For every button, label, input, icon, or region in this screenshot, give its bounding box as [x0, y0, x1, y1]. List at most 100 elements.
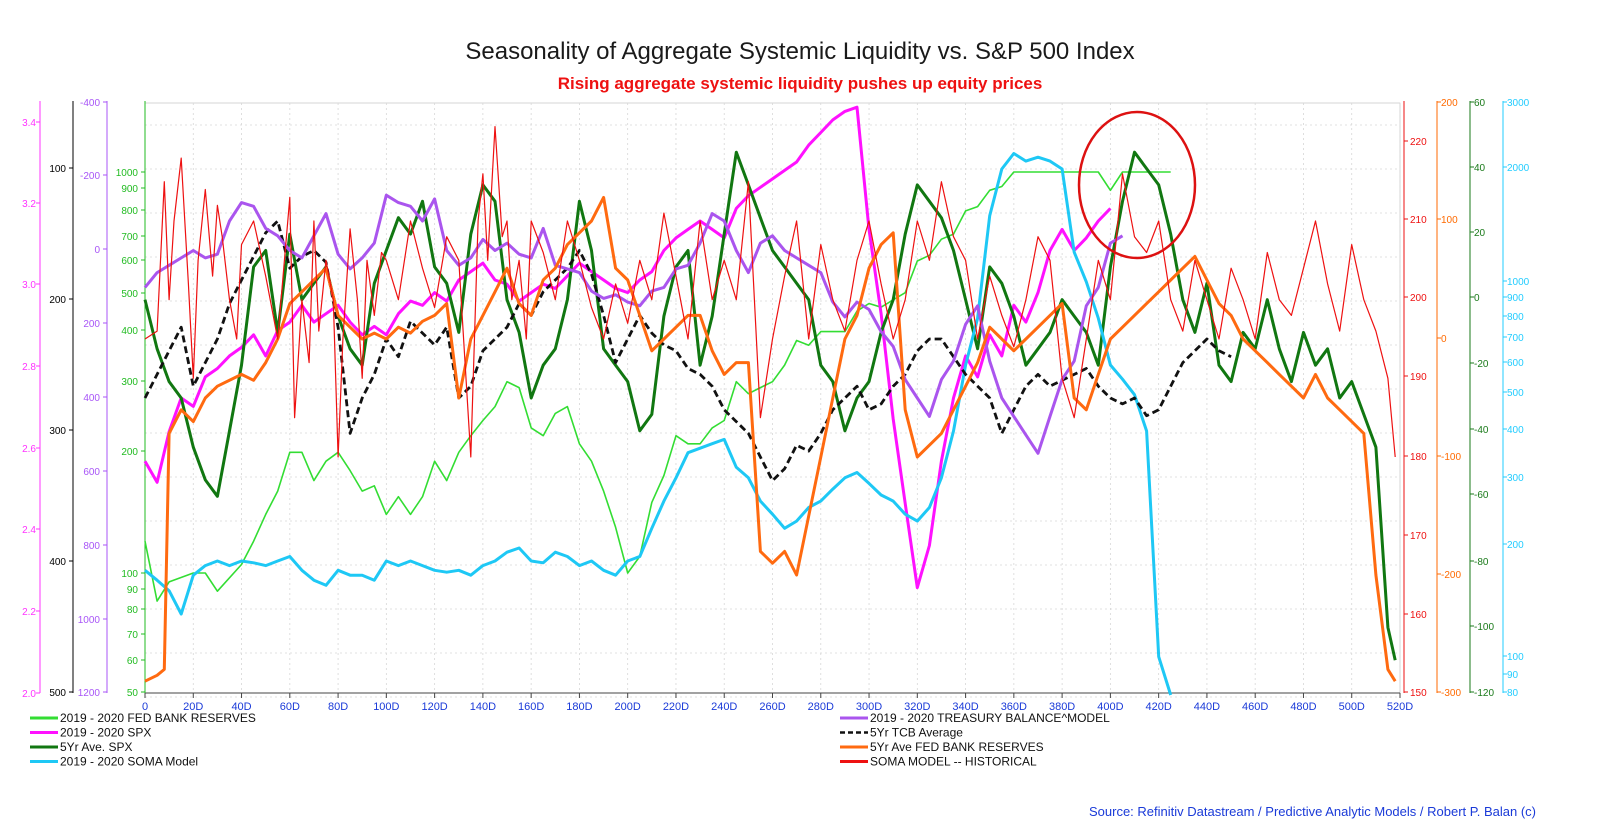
- x-tick-label: 440D: [1194, 701, 1220, 713]
- x-tick-label: 360D: [1001, 701, 1027, 713]
- x-tick-label: 80D: [328, 701, 348, 713]
- y-tick-label: 3.0: [22, 280, 36, 291]
- y-tick-label: 20: [1474, 228, 1486, 239]
- x-tick-label: 400D: [1097, 701, 1123, 713]
- legend-label: 5Yr Ave FED BANK RESERVES: [870, 740, 1044, 754]
- series-line-7: [144, 126, 1396, 458]
- chart-subtitle: Rising aggregate systemic liquidity push…: [557, 74, 1043, 93]
- y-tick-label: 500: [121, 289, 138, 300]
- y-tick-label: 100: [49, 164, 66, 175]
- y-tick-label: -400: [80, 98, 100, 109]
- y-tick-label: 500: [1507, 388, 1524, 399]
- legend-label: 5Yr TCB Average: [870, 726, 963, 740]
- x-tick-label: 380D: [1049, 701, 1075, 713]
- y-tick-label: 400: [83, 393, 100, 404]
- y-tick-label: 300: [49, 426, 66, 437]
- y-tick-label: 80: [1507, 688, 1519, 699]
- series-line-6: [144, 195, 1397, 683]
- y-tick-label: 90: [127, 585, 139, 596]
- y-tick-label: 900: [121, 184, 138, 195]
- y-tick-label: 60: [127, 656, 139, 667]
- chart-title: Seasonality of Aggregate Systemic Liquid…: [465, 38, 1135, 65]
- legend-label: 2019 - 2020 FED BANK RESERVES: [60, 711, 256, 725]
- y-tick-label: 210: [1410, 215, 1427, 226]
- legend-label: 2019 - 2020 SOMA Model: [60, 755, 198, 769]
- x-tick-label: 220D: [663, 701, 689, 713]
- y-tick-label: 1200: [78, 688, 101, 699]
- y-tick-label: 160: [1410, 610, 1427, 621]
- x-tick-label: 60D: [280, 701, 300, 713]
- y-tick-label: 200: [1410, 293, 1427, 304]
- y-tick-label: 700: [121, 232, 138, 243]
- series-line-3: [144, 152, 1173, 696]
- source-note: Source: Refinitiv Datastream / Predictiv…: [1088, 804, 1536, 819]
- y-tick-label: 0: [94, 245, 100, 256]
- y-tick-label: 200: [83, 319, 100, 330]
- y-tick-label: 300: [121, 377, 138, 388]
- x-tick-label: 480D: [1290, 701, 1316, 713]
- legend-label: 2019 - 2020 SPX: [60, 726, 151, 740]
- y-tick-label: 200: [1441, 98, 1458, 109]
- x-tick-label: 160D: [518, 701, 544, 713]
- x-tick-label: 240D: [711, 701, 737, 713]
- x-tick-label: 140D: [470, 701, 496, 713]
- series-line-2: [143, 150, 1397, 661]
- y-tick-label: 300: [1507, 473, 1524, 484]
- y-tick-label: 200: [49, 295, 66, 306]
- y-tick-label: 0: [1441, 334, 1447, 345]
- x-tick-label: 0: [142, 701, 148, 713]
- x-tick-label: 20D: [183, 701, 203, 713]
- x-tick-label: 420D: [1146, 701, 1172, 713]
- legend-label: SOMA MODEL -- HISTORICAL: [870, 755, 1037, 769]
- y-tick-label: 800: [1507, 312, 1524, 323]
- x-tick-label: 500D: [1339, 701, 1365, 713]
- y-tick-label: 600: [121, 256, 138, 267]
- y-tick-label: -40: [1474, 425, 1489, 436]
- y-tick-label: 190: [1410, 372, 1427, 383]
- y-tick-label: 700: [1507, 333, 1524, 344]
- x-tick-label: 120D: [421, 701, 447, 713]
- x-tick-label: 300D: [856, 701, 882, 713]
- x-tick-label: 460D: [1242, 701, 1268, 713]
- legend-label: 5Yr Ave. SPX: [60, 740, 133, 754]
- y-tick-label: -300: [1441, 688, 1461, 699]
- y-tick-label: 900: [1507, 293, 1524, 304]
- y-tick-label: -20: [1474, 359, 1489, 370]
- y-tick-label: 100: [1507, 652, 1524, 663]
- x-tick-label: 320D: [904, 701, 930, 713]
- x-tick-label: 200D: [615, 701, 641, 713]
- y-tick-label: 2.4: [22, 525, 36, 536]
- series-line-0: [144, 171, 1171, 602]
- annotation-circle: [1077, 110, 1197, 260]
- series-line-5: [143, 193, 1124, 455]
- legend-label: 2019 - 2020 TREASURY BALANCE^MODEL: [870, 711, 1110, 725]
- y-tick-label: 50: [127, 688, 139, 699]
- y-tick-label: 600: [1507, 358, 1524, 369]
- y-tick-label: -200: [80, 171, 100, 182]
- x-tick-label: 180D: [566, 701, 592, 713]
- y-tick-label: 1000: [1507, 277, 1530, 288]
- y-tick-label: -80: [1474, 557, 1489, 568]
- y-tick-label: -120: [1474, 688, 1494, 699]
- y-tick-label: 1000: [116, 168, 139, 179]
- y-tick-label: 600: [83, 467, 100, 478]
- y-tick-label: 220: [1410, 137, 1427, 148]
- y-tick-label: 2.0: [22, 689, 36, 700]
- y-tick-label: 500: [49, 688, 66, 699]
- y-tick-label: -200: [1441, 570, 1461, 581]
- y-tick-label: 2000: [1507, 163, 1530, 174]
- y-tick-label: 2.8: [22, 362, 36, 373]
- y-tick-label: 400: [1507, 425, 1524, 436]
- y-tick-label: 40: [1474, 163, 1486, 174]
- y-tick-label: 70: [127, 630, 139, 641]
- x-tick-label: 40D: [231, 701, 251, 713]
- x-tick-label: 340D: [952, 701, 978, 713]
- y-tick-label: -100: [1441, 452, 1461, 463]
- y-tick-label: 80: [127, 605, 139, 616]
- y-tick-label: 170: [1410, 531, 1427, 542]
- y-tick-label: 3.2: [22, 199, 36, 210]
- y-tick-label: 180: [1410, 452, 1427, 463]
- y-tick-label: 3000: [1507, 98, 1530, 109]
